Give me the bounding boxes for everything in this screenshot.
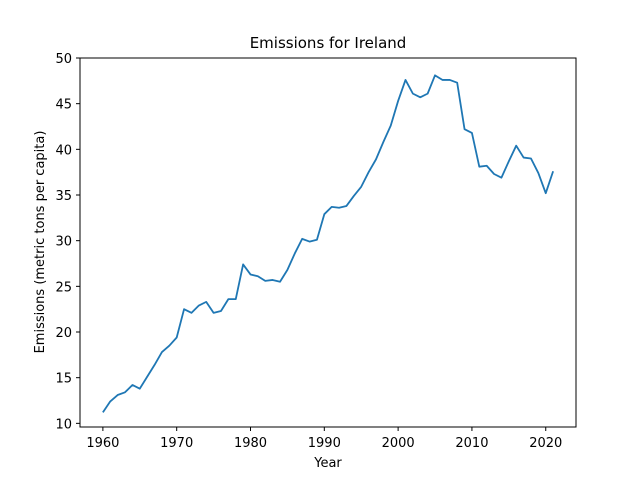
y-tick-label: 25 (55, 280, 72, 295)
y-tick-label: 20 (55, 326, 72, 341)
x-tick-label: 2010 (455, 436, 488, 451)
y-tick-label: 35 (55, 189, 72, 204)
emissions-series-line (102, 74, 554, 413)
y-tick-label: 30 (55, 235, 72, 250)
x-tick-label: 1990 (308, 436, 341, 451)
chart-title: Emissions for Ireland (250, 34, 407, 52)
x-axis: 1960 1970 1980 1990 2000 2010 2020 (86, 427, 562, 451)
y-tick-label: 15 (55, 372, 72, 387)
x-axis-label: Year (313, 456, 342, 471)
plot-area (102, 74, 554, 413)
x-tick-label: 1980 (234, 436, 267, 451)
y-tick-label: 40 (55, 143, 72, 158)
x-tick-label: 1970 (160, 436, 193, 451)
plot-frame (79, 57, 577, 428)
y-axis-label: Emissions (metric tons per capita) (33, 131, 48, 354)
y-axis: 10 15 20 25 30 35 40 45 50 (55, 52, 80, 432)
y-tick-label: 50 (55, 52, 72, 67)
x-tick-label: 2000 (382, 436, 415, 451)
y-tick-label: 45 (55, 98, 72, 113)
x-tick-label: 2020 (529, 436, 562, 451)
x-tick-label: 1960 (86, 436, 119, 451)
y-tick-label: 10 (55, 417, 72, 432)
